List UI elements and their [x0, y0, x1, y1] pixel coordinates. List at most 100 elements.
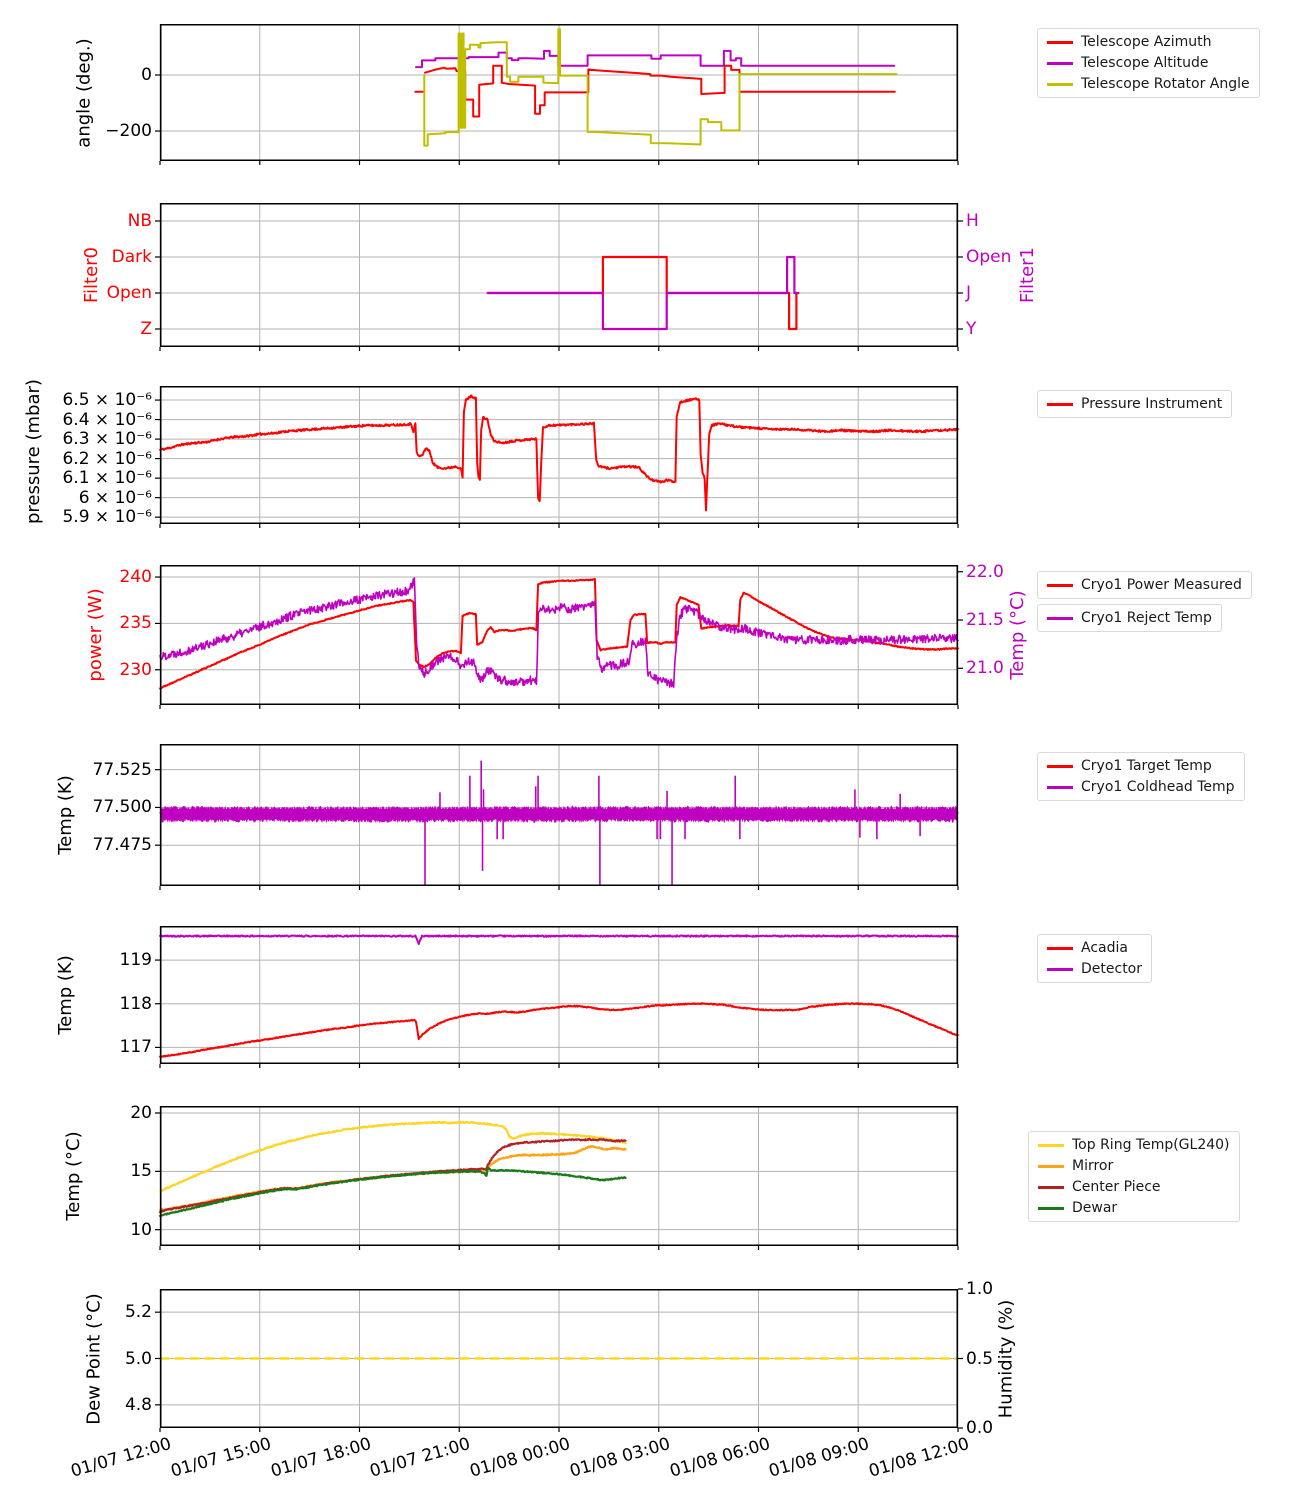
series-Cryo1 Coldhead Temp [160, 805, 958, 823]
series-Telescope Rotator Angle [423, 28, 898, 147]
plot-area-structure-temp [155, 1106, 959, 1250]
legend-line-swatch [1047, 785, 1073, 789]
legend-label: Telescope Altitude [1081, 55, 1209, 71]
legend-item: Cryo1 Reject Temp [1047, 610, 1212, 626]
legend-line-swatch [1047, 967, 1073, 971]
legend-line-swatch [1047, 61, 1073, 65]
y-tick-label: 15 [130, 1161, 152, 1182]
right-tick-label: H [966, 211, 979, 231]
series-Dewar [158, 1166, 627, 1217]
plot-area-angle [155, 24, 959, 165]
y-axis-label: Dew Point (°C) [83, 1292, 104, 1425]
right-tick-label: 1.0 [966, 1279, 994, 1299]
legend-label: Cryo1 Reject Temp [1081, 610, 1212, 626]
series-Cryo1 Reject Temp [159, 577, 959, 688]
legend-label: Pressure Instrument [1081, 396, 1223, 412]
legend-cryo-temp: Cryo1 Target Temp Cryo1 Coldhead Temp [1037, 752, 1245, 801]
legend-label: Cryo1 Target Temp [1081, 758, 1212, 774]
legend-label: Telescope Azimuth [1081, 34, 1212, 50]
plot-area-filters [155, 203, 963, 351]
legend-label: Detector [1081, 961, 1143, 977]
legend-cryo-power: Cryo1 Power Measured [1037, 571, 1252, 599]
y-tick-label: 5.9 × 10⁻⁶ [62, 507, 152, 528]
legend-item: Detector [1047, 961, 1142, 977]
series-Top Ring Temp(GL240) [158, 1120, 627, 1193]
legend-item: Telescope Rotator Angle [1047, 76, 1250, 92]
legend-item: Dewar [1038, 1200, 1230, 1216]
y-tick-label: 10 [130, 1219, 152, 1240]
y-tick-label: 20 [130, 1103, 152, 1123]
y-axis-label: Temp (K) [55, 775, 76, 855]
legend-label: Top Ring Temp(GL240) [1072, 1137, 1230, 1153]
right-tick-label: 22.0 [966, 561, 1004, 582]
legend-label: Mirror [1072, 1158, 1114, 1174]
legend-line-swatch [1047, 616, 1073, 620]
plot-area-cryo-temp [155, 744, 959, 890]
y-tick-label: 240 [119, 567, 152, 588]
legend-label: Cryo1 Power Measured [1081, 577, 1242, 593]
y-tick-label: NB [127, 211, 152, 231]
right-tick-label: 0.0 [966, 1418, 994, 1438]
y-tick-label: −200 [105, 121, 152, 142]
y-tick-label: 77.500 [92, 797, 152, 818]
y-tick-label: 6.5 × 10⁻⁶ [62, 390, 152, 411]
y-tick-label: 119 [119, 950, 152, 971]
y-tick-label: 6.1 × 10⁻⁶ [62, 468, 152, 489]
right-tick-label: 0.5 [966, 1348, 994, 1369]
y-tick-label: 6.3 × 10⁻⁶ [62, 429, 152, 450]
series-Mirror [158, 1145, 627, 1212]
y-tick-label: Dark [111, 247, 152, 267]
legend-label: Cryo1 Coldhead Temp [1081, 779, 1235, 795]
legend-item: Top Ring Temp(GL240) [1038, 1137, 1230, 1153]
y-tick-label: 77.475 [92, 835, 152, 856]
right-axis-label: Humidity (%) [995, 1299, 1016, 1418]
plot-area-cryo-power [155, 565, 963, 709]
legend-line-swatch [1047, 946, 1073, 950]
y-tick-label: 118 [119, 993, 152, 1014]
legend-line-swatch [1047, 82, 1073, 86]
legend-line-swatch [1038, 1143, 1064, 1147]
right-tick-label: 21.5 [966, 610, 1004, 631]
legend-item: Mirror [1038, 1158, 1230, 1174]
right-axis-label: Temp (°C) [1007, 590, 1028, 680]
series-Filter1 [486, 255, 799, 331]
legend-cryo-power: Cryo1 Reject Temp [1037, 604, 1222, 632]
y-tick-label: 5.2 [124, 1302, 152, 1323]
legend-label: Dewar [1072, 1200, 1118, 1216]
legend-item: Cryo1 Power Measured [1047, 577, 1242, 593]
y-tick-label: 6.4 × 10⁻⁶ [62, 409, 152, 430]
right-tick-label: Y [966, 319, 977, 339]
plot-area-dewpoint-humidity [155, 1288, 963, 1432]
y-axis-label: angle (deg.) [73, 37, 94, 148]
y-axis-label: Temp (°C) [63, 1131, 84, 1221]
legend-line-swatch [1038, 1185, 1064, 1189]
series-Telescope Altitude [415, 49, 896, 69]
y-tick-label: 4.8 [124, 1394, 152, 1415]
y-tick-label: 0 [141, 64, 152, 85]
legend-line-swatch [1047, 402, 1073, 406]
y-tick-label: 117 [119, 1037, 152, 1058]
legend-item: Cryo1 Coldhead Temp [1047, 779, 1235, 795]
right-tick-label: Open [966, 247, 1012, 267]
legend-pressure: Pressure Instrument [1037, 390, 1233, 418]
y-axis-label: pressure (mbar) [23, 379, 44, 524]
legend-item: Cryo1 Target Temp [1047, 758, 1235, 774]
y-tick-label: Z [140, 319, 152, 339]
legend-line-swatch [1047, 764, 1073, 768]
series-Cryo1 Power Measured [159, 577, 959, 690]
legend-label: Acadia [1081, 940, 1128, 956]
y-axis-label: Temp (K) [55, 955, 76, 1035]
legend-structure-temp: Top Ring Temp(GL240) Mirror Center Piece De… [1028, 1131, 1240, 1222]
legend-line-swatch [1038, 1164, 1064, 1168]
series-Acadia [159, 1002, 959, 1058]
right-tick-label: 21.0 [966, 658, 1004, 679]
y-tick-label: 230 [119, 659, 152, 680]
legend-detector-temp: Acadia Detector [1037, 934, 1153, 983]
y-tick-label: Open [106, 283, 152, 303]
y-axis-label: power (W) [85, 588, 106, 682]
legend-label: Telescope Rotator Angle [1081, 76, 1250, 92]
legend-item: Center Piece [1038, 1179, 1230, 1195]
right-tick-label: J [966, 283, 972, 303]
plot-area-detector-temp [155, 926, 959, 1068]
